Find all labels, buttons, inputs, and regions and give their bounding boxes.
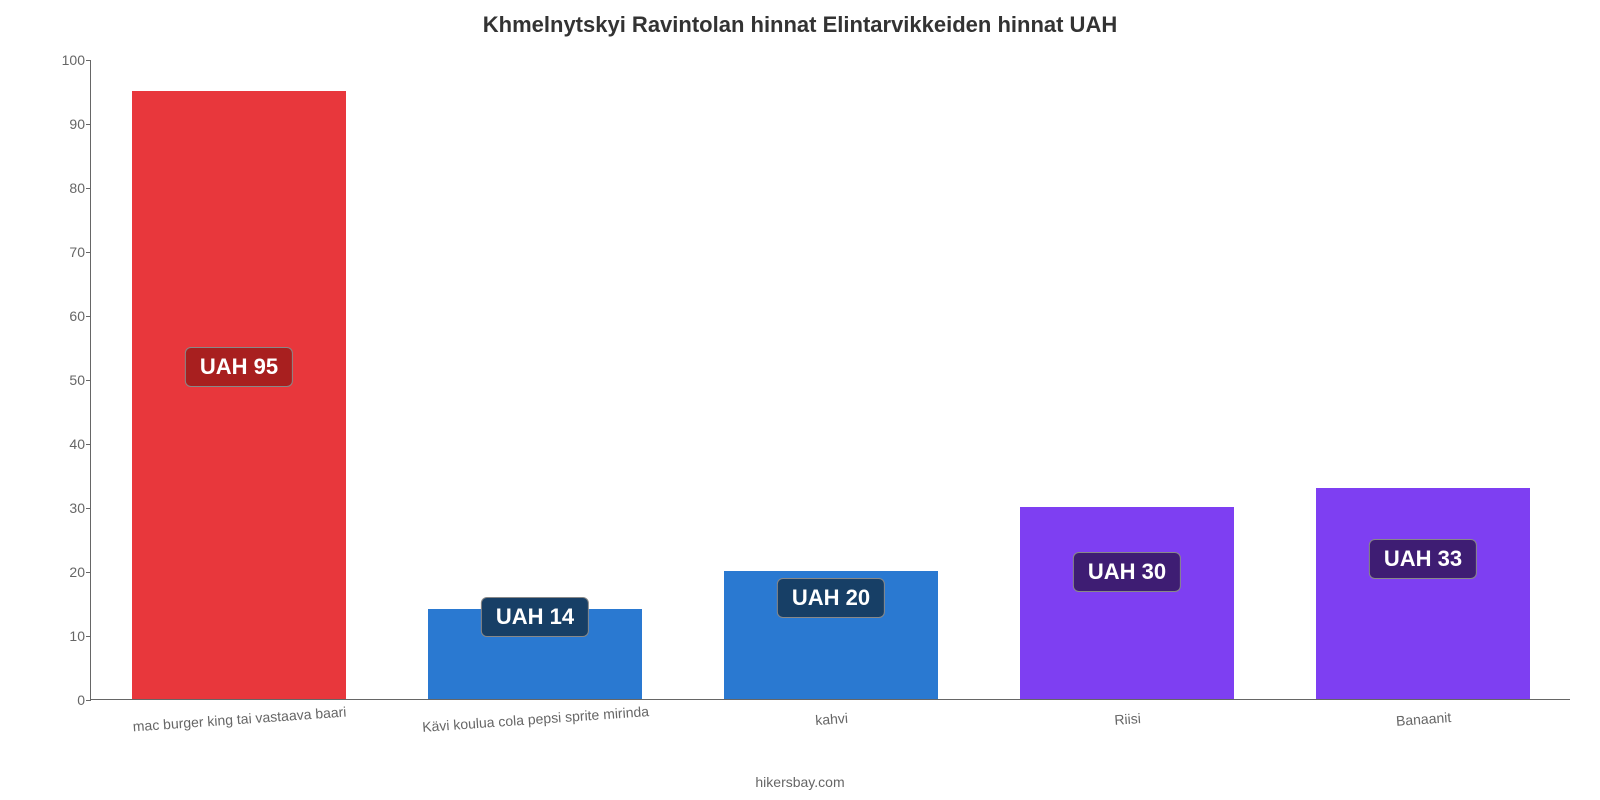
x-category-label: kahvi	[815, 710, 849, 728]
y-tick-label: 100	[41, 52, 85, 68]
chart-title: Khmelnytskyi Ravintolan hinnat Elintarvi…	[0, 12, 1600, 38]
value-badge: UAH 95	[185, 347, 293, 387]
value-badge: UAH 33	[1369, 539, 1477, 579]
y-tick-mark	[86, 444, 91, 445]
y-tick-label: 10	[41, 628, 85, 644]
y-tick-mark	[86, 60, 91, 61]
value-badge: UAH 20	[777, 578, 885, 618]
y-tick-mark	[86, 636, 91, 637]
y-tick-mark	[86, 380, 91, 381]
y-tick-label: 80	[41, 180, 85, 196]
x-category-label: Kävi koulua cola pepsi sprite mirinda	[422, 703, 650, 735]
y-tick-mark	[86, 316, 91, 317]
value-badge: UAH 14	[481, 597, 589, 637]
y-tick-label: 40	[41, 436, 85, 452]
value-badge: UAH 30	[1073, 552, 1181, 592]
plot-area: 0102030405060708090100UAH 95mac burger k…	[90, 60, 1570, 700]
x-category-label: mac burger king tai vastaava baari	[132, 704, 347, 735]
y-tick-label: 0	[41, 692, 85, 708]
bar-chart: Khmelnytskyi Ravintolan hinnat Elintarvi…	[0, 0, 1600, 800]
x-category-label: Riisi	[1114, 710, 1142, 728]
y-tick-mark	[86, 508, 91, 509]
y-tick-label: 90	[41, 116, 85, 132]
y-tick-mark	[86, 252, 91, 253]
bar	[1316, 488, 1529, 699]
bar	[1020, 507, 1233, 699]
y-tick-label: 20	[41, 564, 85, 580]
x-category-label: Banaanit	[1395, 709, 1451, 729]
bar	[132, 91, 345, 699]
y-tick-mark	[86, 572, 91, 573]
y-tick-label: 60	[41, 308, 85, 324]
y-tick-mark	[86, 188, 91, 189]
chart-footer: hikersbay.com	[0, 774, 1600, 790]
y-tick-label: 30	[41, 500, 85, 516]
y-tick-label: 50	[41, 372, 85, 388]
y-tick-mark	[86, 700, 91, 701]
y-tick-mark	[86, 124, 91, 125]
y-tick-label: 70	[41, 244, 85, 260]
